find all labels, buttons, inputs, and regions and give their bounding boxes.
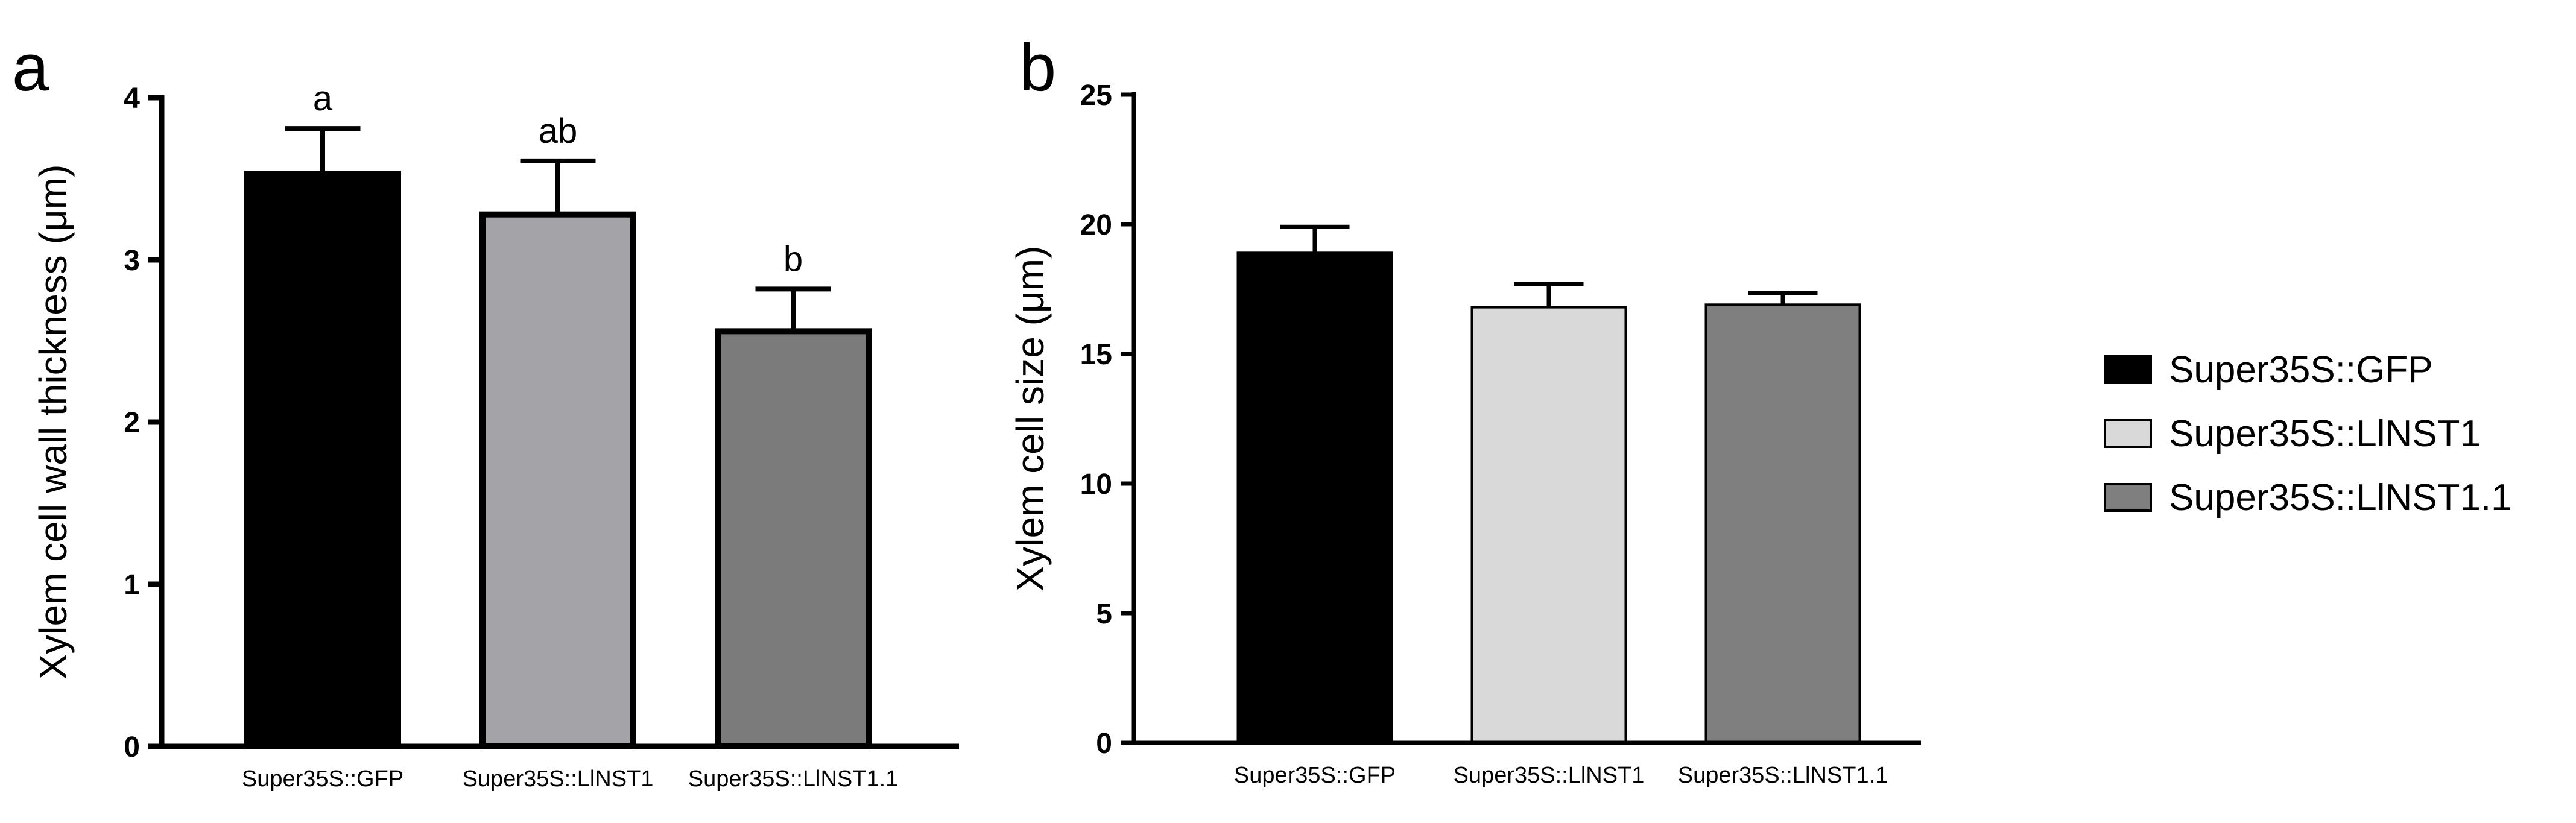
y-tick-label: 20 [1080,209,1112,241]
legend-swatch [2104,355,2152,384]
x-tick-label: Super35S::LlNST1 [463,766,654,792]
y-axis-title: Xylem cell wall thickness (μm) [31,165,75,680]
y-tick-label: 15 [1080,339,1112,371]
y-tick-label: 10 [1080,468,1112,500]
y-tick-label: 4 [124,83,140,115]
bar [1236,251,1393,744]
y-tick-label: 25 [1080,80,1112,112]
legend-label: Super35S::LlNST1 [2169,412,2481,455]
y-tick-label: 0 [1096,728,1112,760]
y-tick-label: 5 [1096,598,1112,630]
panel-label: a [12,31,49,105]
legend: Super35S::GFP Super35S::LlNST1 Super35S:… [2104,338,2512,529]
legend-item: Super35S::LlNST1.1 [2104,465,2512,529]
x-tick-label: Super35S::LlNST1 [1454,763,1645,788]
panel-label: b [1019,31,1056,105]
x-tick-label: Super35S::GFP [242,766,403,792]
significance-letter: ab [539,112,578,151]
y-tick-label: 0 [124,731,140,763]
panel-a-chart: a Xylem cell wall thickness (μm) a Super35S… [12,31,959,792]
y-tick-label: 3 [124,245,140,277]
significance-letter: b [783,239,803,279]
bar [244,171,401,749]
legend-swatch [2104,483,2152,512]
bar [1704,303,1861,744]
legend-label: Super35S::LlNST1.1 [2169,476,2512,519]
bar [1470,306,1627,745]
x-tick-label: Super35S::LlNST1.1 [688,766,899,792]
legend-swatch [2104,419,2152,448]
x-tick-label: Super35S::GFP [1234,763,1396,788]
y-axis-title: Xylem cell size (μm) [1008,246,1052,592]
significance-letter: a [313,79,333,118]
legend-item: Super35S::LlNST1 [2104,402,2512,465]
y-tick-label: 2 [124,407,140,439]
x-tick-label: Super35S::LlNST1.1 [1678,763,1888,788]
legend-item: Super35S::GFP [2104,338,2512,402]
y-tick-label: 1 [124,569,140,601]
legend-label: Super35S::GFP [2169,348,2433,391]
bar [715,328,872,749]
